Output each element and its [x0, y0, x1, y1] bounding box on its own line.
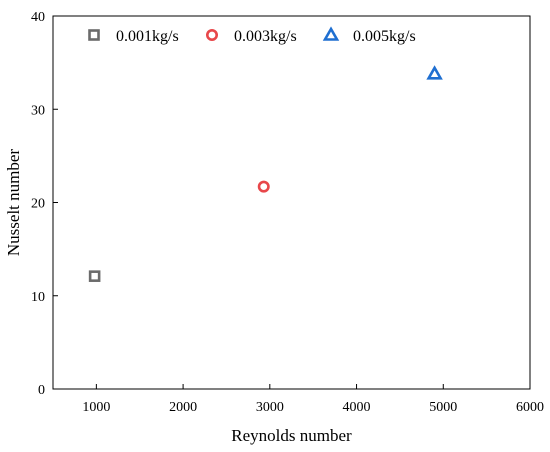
legend-label: 0.005kg/s: [353, 28, 416, 45]
x-axis: 1000 2000 3000 4000 5000 6000: [82, 384, 544, 415]
x-tick-label: 1000: [82, 400, 110, 415]
data-point-square: [88, 270, 101, 282]
y-axis: 0 10 20 30 40: [31, 10, 58, 398]
data-point-circle: [257, 180, 270, 193]
legend-marker-square: [88, 29, 100, 41]
legend: 0.001kg/s 0.003kg/s 0.005kg/s: [88, 26, 416, 45]
legend-marker-circle: [206, 28, 219, 41]
x-tick-label: 3000: [256, 400, 284, 415]
x-tick-label: 2000: [169, 400, 197, 415]
x-tick-label: 5000: [429, 400, 457, 415]
y-tick-label: 0: [38, 383, 45, 398]
data-point-triangle: [426, 65, 443, 80]
x-tick-label: 4000: [343, 400, 371, 415]
y-tick-label: 20: [31, 197, 45, 212]
legend-marker-triangle: [322, 26, 340, 41]
legend-label: 0.003kg/s: [234, 28, 297, 45]
y-tick-label: 40: [31, 10, 45, 25]
x-axis-label: Reynolds number: [231, 426, 352, 445]
x-tick-label: 6000: [516, 400, 544, 415]
y-tick-label: 10: [31, 290, 45, 305]
data-points: [88, 65, 443, 282]
y-tick-label: 30: [31, 103, 45, 118]
legend-label: 0.001kg/s: [116, 28, 179, 45]
plot-frame: [52, 15, 531, 390]
y-axis-label: Nusselt number: [4, 149, 23, 257]
